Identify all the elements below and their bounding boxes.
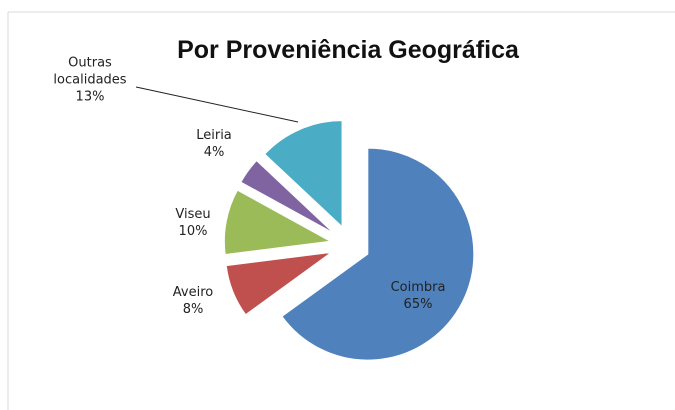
leader-line <box>135 86 299 123</box>
label-name: Leiria <box>196 128 232 143</box>
label-value: 13% <box>75 89 105 105</box>
label-name: Viseu <box>175 207 211 222</box>
pie-slice <box>223 189 332 256</box>
label-value: 4% <box>203 145 225 160</box>
data-label: Viseu 10% <box>148 206 238 240</box>
label-value: 8% <box>182 302 204 317</box>
label-name: Outras localidades <box>53 55 127 88</box>
data-label: Aveiro 8% <box>148 284 238 318</box>
pie-slice <box>240 159 335 234</box>
label-value: 65% <box>403 297 433 312</box>
label-name: Coimbra <box>390 280 446 295</box>
pie-slice <box>264 120 343 228</box>
label-value: 10% <box>178 224 208 239</box>
data-label: Coimbra 65% <box>373 279 463 313</box>
pie-slice <box>225 251 332 316</box>
pie-slice <box>281 147 475 361</box>
chart-title: Por Proveniência Geográfica <box>177 36 520 64</box>
data-label: Outras localidades 13% <box>50 55 130 106</box>
label-name: Aveiro <box>172 285 214 300</box>
data-label: Leiria 4% <box>169 127 259 161</box>
